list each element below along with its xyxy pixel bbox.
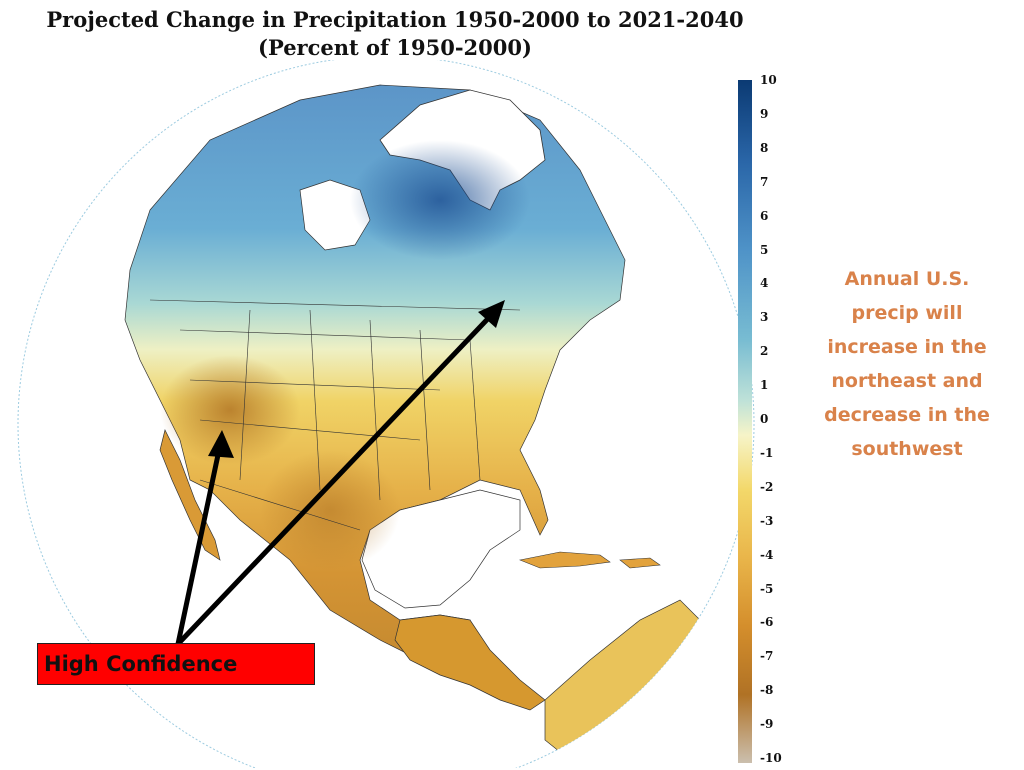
colorbar-tick-label: -9 [760, 717, 774, 732]
political-borders [149, 299, 521, 531]
landmass-layer [124, 84, 701, 761]
colorbar-tick-label: -3 [760, 513, 774, 528]
colorbar-tick-label: 0 [760, 412, 769, 426]
colorbar-tick-label: -10 [760, 751, 782, 765]
colorbar-tick-label: -7 [760, 649, 774, 664]
confidence-arrows [175, 300, 505, 646]
colorbar-tick-label: 1 [760, 378, 769, 393]
caribbean-islands [518, 551, 661, 569]
colorbar-tick-label: -6 [760, 615, 774, 630]
colorbar-tick-label: -2 [760, 479, 774, 494]
colorbar-tick-label: 5 [760, 242, 769, 257]
colorbar-tick-label: -4 [760, 547, 774, 562]
colorbar-tick-label: 3 [760, 310, 769, 325]
colorbar-tick-label: 10 [760, 73, 777, 87]
colorbar-tick-label: 9 [760, 106, 769, 121]
title-line-2: (Percent of 1950-2000) [258, 35, 532, 60]
precipitation-map [17, 60, 755, 768]
high-confidence-label: High Confidence [44, 652, 238, 676]
annotation-text: Annual U.S. precip will increase in the … [824, 268, 990, 460]
colorbar-tick-label: -1 [760, 445, 774, 460]
title-line-1: Projected Change in Precipitation 1950-2… [46, 7, 744, 32]
colorbar-tick-label: 6 [760, 208, 769, 223]
central-america-land [394, 614, 546, 711]
colorbar-tick-label: -8 [760, 683, 774, 698]
colorbar-tick-label: -5 [760, 581, 774, 596]
colorbar-tick-label: 4 [760, 276, 769, 291]
colorbar-tick-label: 7 [760, 174, 769, 189]
gulf-of-mexico [361, 489, 521, 609]
colorbar-tick-label: 8 [760, 140, 769, 155]
colorbar-ticks: 10 9 8 7 6 5 4 3 2 1 0 -1 -2 -3 -4 -5 -6 -7 -8 -9 -10 [760, 70, 800, 770]
high-confidence-callout: High Confidence [37, 643, 315, 685]
map-title: Projected Change in Precipitation 1950-2… [0, 6, 790, 62]
colorbar [738, 80, 752, 763]
colorbar-tick-label: 2 [760, 344, 769, 359]
